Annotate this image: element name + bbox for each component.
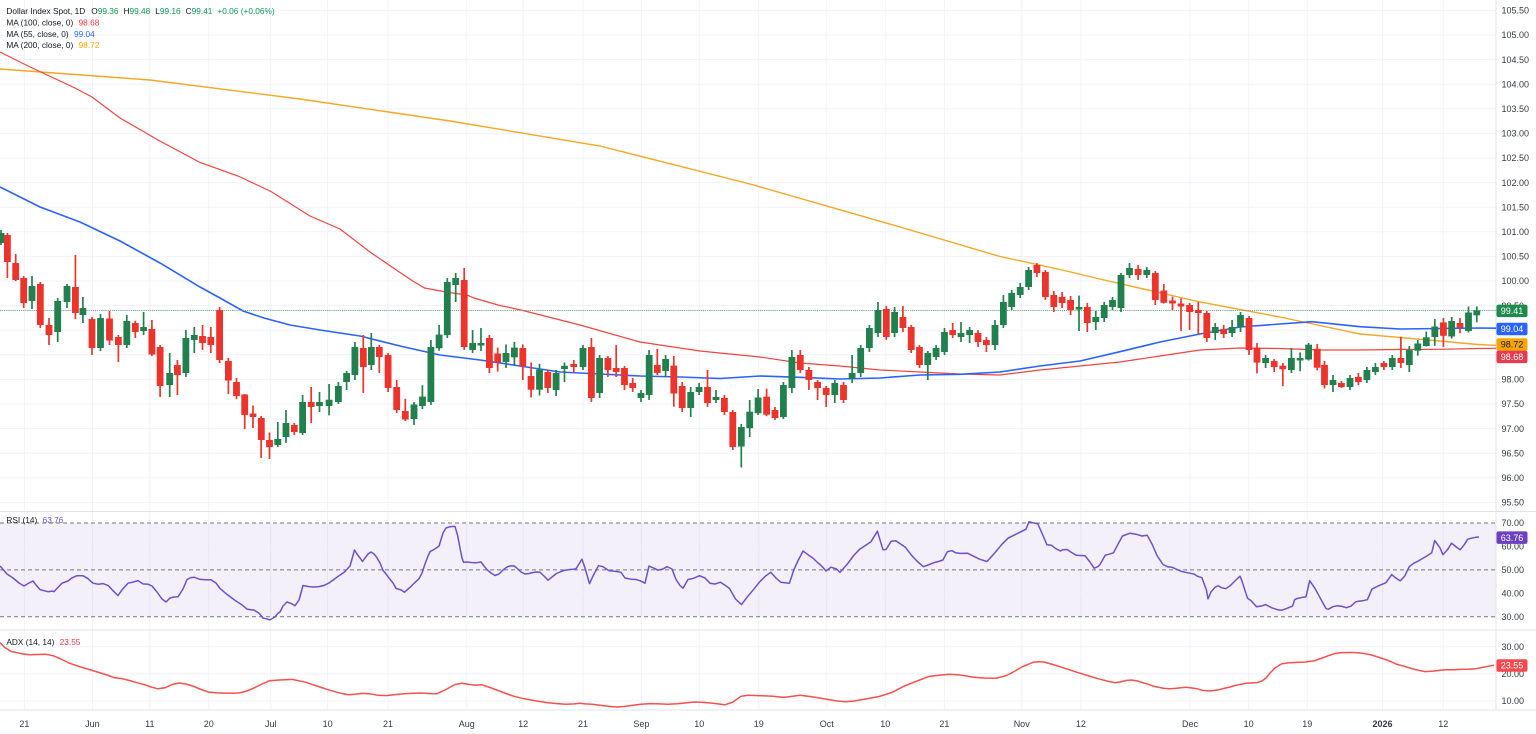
svg-text:97.00: 97.00 xyxy=(1502,424,1525,434)
svg-text:Oct: Oct xyxy=(820,719,835,729)
svg-text:96.50: 96.50 xyxy=(1502,448,1525,458)
svg-text:21: 21 xyxy=(939,719,949,729)
svg-text:11: 11 xyxy=(145,719,154,729)
svg-text:101.50: 101.50 xyxy=(1502,202,1530,212)
svg-text:Jun: Jun xyxy=(85,719,100,729)
svg-text:MA (100, close, 0) 98.68: MA (100, close, 0) 98.68 xyxy=(6,18,99,28)
svg-text:63.76: 63.76 xyxy=(1501,533,1524,543)
svg-text:70.00: 70.00 xyxy=(1502,518,1525,528)
svg-text:12: 12 xyxy=(518,719,528,729)
svg-text:30.00: 30.00 xyxy=(1502,612,1525,622)
svg-text:2026: 2026 xyxy=(1372,719,1392,729)
svg-text:Nov: Nov xyxy=(1014,719,1031,729)
svg-text:100.50: 100.50 xyxy=(1502,252,1530,262)
svg-text:98.72: 98.72 xyxy=(1501,340,1524,350)
svg-text:100.00: 100.00 xyxy=(1502,276,1530,286)
svg-text:10: 10 xyxy=(323,719,333,729)
svg-text:20.00: 20.00 xyxy=(1502,669,1525,679)
svg-text:99.41: 99.41 xyxy=(1501,306,1524,316)
svg-text:10: 10 xyxy=(1244,719,1254,729)
svg-text:Sep: Sep xyxy=(633,719,649,729)
svg-text:60.00: 60.00 xyxy=(1502,542,1525,552)
svg-text:19: 19 xyxy=(1302,719,1312,729)
svg-text:98.68: 98.68 xyxy=(1501,352,1524,362)
svg-text:21: 21 xyxy=(383,719,393,729)
svg-text:103.50: 103.50 xyxy=(1502,104,1530,114)
svg-text:95.50: 95.50 xyxy=(1502,498,1525,508)
svg-text:101.00: 101.00 xyxy=(1502,227,1530,237)
svg-text:23.55: 23.55 xyxy=(1501,661,1524,671)
svg-text:97.50: 97.50 xyxy=(1502,399,1525,409)
svg-text:Jul: Jul xyxy=(265,719,277,729)
svg-text:105.50: 105.50 xyxy=(1502,6,1530,16)
svg-text:50.00: 50.00 xyxy=(1502,565,1525,575)
svg-text:Aug: Aug xyxy=(459,719,475,729)
svg-text:98.00: 98.00 xyxy=(1502,375,1525,385)
svg-text:30.00: 30.00 xyxy=(1502,642,1525,652)
svg-text:19: 19 xyxy=(754,719,764,729)
svg-text:Dec: Dec xyxy=(1182,719,1199,729)
svg-text:12: 12 xyxy=(1076,719,1086,729)
svg-text:10.00: 10.00 xyxy=(1502,696,1525,706)
svg-text:10: 10 xyxy=(694,719,704,729)
svg-text:96.00: 96.00 xyxy=(1502,473,1525,483)
svg-text:10: 10 xyxy=(880,719,890,729)
svg-text:21: 21 xyxy=(19,719,29,729)
svg-text:105.00: 105.00 xyxy=(1502,30,1530,40)
svg-text:99.04: 99.04 xyxy=(1501,324,1524,334)
svg-text:103.00: 103.00 xyxy=(1502,129,1530,139)
svg-text:MA (200, close, 0) 98.72: MA (200, close, 0) 98.72 xyxy=(6,40,99,50)
svg-text:RSI (14) 63.76: RSI (14) 63.76 xyxy=(6,515,63,525)
svg-text:20: 20 xyxy=(204,719,214,729)
svg-text:40.00: 40.00 xyxy=(1502,589,1525,599)
svg-text:102.00: 102.00 xyxy=(1502,178,1530,188)
svg-text:102.50: 102.50 xyxy=(1502,153,1530,163)
svg-text:MA (55, close, 0) 99.04: MA (55, close, 0) 99.04 xyxy=(6,29,95,39)
svg-text:104.00: 104.00 xyxy=(1502,79,1530,89)
svg-text:21: 21 xyxy=(578,719,588,729)
svg-text:104.50: 104.50 xyxy=(1502,55,1530,65)
svg-text:12: 12 xyxy=(1438,719,1448,729)
svg-text:ADX (14, 14) 23.55: ADX (14, 14) 23.55 xyxy=(6,637,80,647)
